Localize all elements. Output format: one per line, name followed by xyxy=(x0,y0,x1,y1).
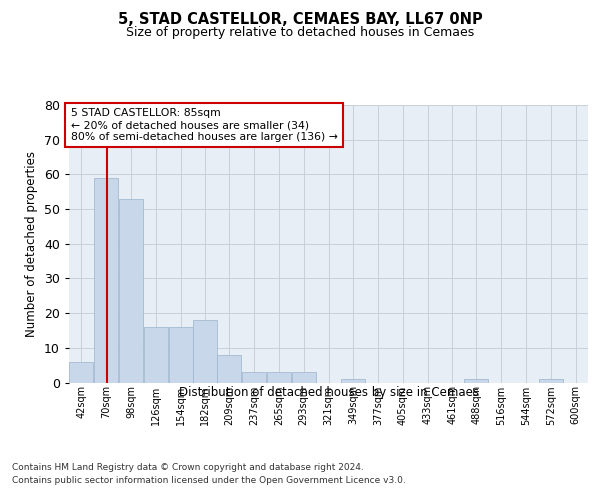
Text: 5, STAD CASTELLOR, CEMAES BAY, LL67 0NP: 5, STAD CASTELLOR, CEMAES BAY, LL67 0NP xyxy=(118,12,482,28)
Bar xyxy=(539,379,563,382)
Bar xyxy=(217,355,241,382)
Bar xyxy=(94,178,118,382)
Bar xyxy=(119,198,143,382)
Bar xyxy=(464,379,488,382)
Y-axis label: Number of detached properties: Number of detached properties xyxy=(25,151,38,337)
Bar xyxy=(242,372,266,382)
Bar xyxy=(267,372,291,382)
Text: Contains HM Land Registry data © Crown copyright and database right 2024.: Contains HM Land Registry data © Crown c… xyxy=(12,462,364,471)
Text: Distribution of detached houses by size in Cemaes: Distribution of detached houses by size … xyxy=(179,386,479,399)
Bar xyxy=(341,379,365,382)
Text: Size of property relative to detached houses in Cemaes: Size of property relative to detached ho… xyxy=(126,26,474,39)
Text: 5 STAD CASTELLOR: 85sqm
← 20% of detached houses are smaller (34)
80% of semi-de: 5 STAD CASTELLOR: 85sqm ← 20% of detache… xyxy=(71,108,338,142)
Bar xyxy=(193,320,217,382)
Bar xyxy=(292,372,316,382)
Bar xyxy=(144,327,168,382)
Bar xyxy=(169,327,193,382)
Text: Contains public sector information licensed under the Open Government Licence v3: Contains public sector information licen… xyxy=(12,476,406,485)
Bar xyxy=(70,362,94,382)
